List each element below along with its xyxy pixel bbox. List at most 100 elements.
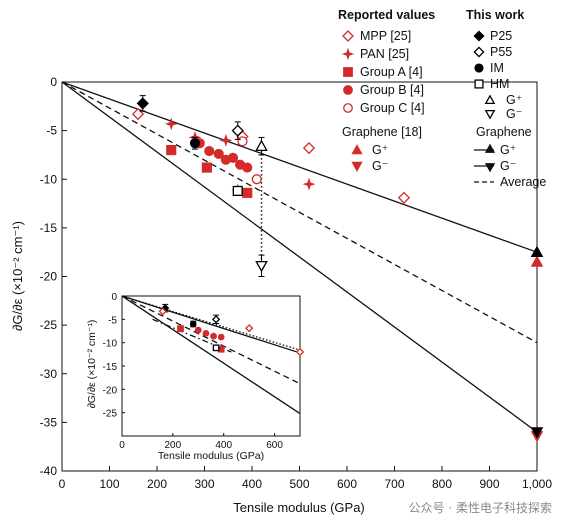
legend-label-graphene-ref-gminus: G⁻ bbox=[372, 159, 388, 173]
inset-frame bbox=[121, 295, 301, 437]
point-group-b-4 bbox=[227, 152, 239, 163]
inset-x-tick-label: 0 bbox=[119, 440, 125, 451]
legend-symbol-pan-25 bbox=[341, 47, 355, 61]
point-group-a-4 bbox=[201, 162, 212, 173]
legend-symbol-graphene-ref-gplus bbox=[351, 144, 363, 155]
inset-axis-ticks: 0 200 400 600 0 -5 -10 -15 -20 -25 bbox=[103, 292, 284, 451]
inset-y-tick-label: -25 bbox=[103, 409, 118, 420]
point-group-a-4 bbox=[242, 187, 253, 198]
point-g-this-work bbox=[255, 260, 268, 273]
y-tick-label: -30 bbox=[40, 367, 58, 381]
legend-this-work-title: This work bbox=[466, 8, 524, 22]
inset-y-tick-label: -5 bbox=[108, 315, 117, 326]
point-p55 bbox=[231, 124, 244, 137]
legend-symbol-this-gplus bbox=[484, 94, 496, 105]
y-tick-label: 0 bbox=[50, 75, 57, 89]
inset-fit-line-g bbox=[121, 295, 301, 354]
legend-label-this-gplus: G⁺ bbox=[506, 93, 522, 107]
legend-symbol-graphene-ref-gminus bbox=[351, 161, 363, 172]
legend-label-p25: P25 bbox=[490, 29, 512, 43]
y-axis-title: ∂G/∂ε (×10⁻² cm⁻¹) bbox=[10, 221, 25, 331]
data-marks bbox=[131, 95, 544, 443]
inset-y-axis-title: ∂G/∂ε (×10⁻² cm⁻¹) bbox=[86, 320, 98, 409]
inset-x-tick-label: 200 bbox=[165, 440, 182, 451]
y-tick-label: -40 bbox=[40, 464, 58, 478]
inset-point-group-b bbox=[194, 326, 202, 334]
point-mpp-25 bbox=[397, 191, 411, 204]
legend-label-group-c: Group C [4] bbox=[360, 101, 425, 115]
legend-symbol-im bbox=[474, 63, 484, 73]
point-group-c-4 bbox=[251, 174, 262, 185]
point-group-b-4 bbox=[242, 162, 253, 173]
y-tick-label: -25 bbox=[40, 318, 58, 332]
inset-y-tick-label: -10 bbox=[103, 339, 118, 350]
inset-point-p55 bbox=[211, 315, 221, 324]
legend-symbol-p25 bbox=[473, 30, 485, 42]
inset-y-tick-label: 0 bbox=[111, 292, 117, 303]
fit-line-g bbox=[61, 81, 538, 253]
legend-symbol-mpp-25 bbox=[342, 30, 354, 42]
inset-data-marks bbox=[158, 303, 305, 357]
point-mpp-25 bbox=[131, 107, 145, 121]
y-tick-label: -20 bbox=[40, 270, 58, 284]
watermark: 公众号 · 柔性电子科技探索 bbox=[409, 501, 552, 515]
point-group-b-4 bbox=[213, 148, 224, 160]
y-tick-label: -35 bbox=[40, 415, 58, 429]
legend-label-group-b: Group B [4] bbox=[360, 83, 424, 97]
point-group-b-4 bbox=[204, 145, 215, 157]
legend-symbol-hm bbox=[474, 79, 484, 89]
point-p25 bbox=[136, 97, 149, 110]
legend-label-group-a: Group A [4] bbox=[360, 65, 423, 79]
legend: Reported values This work Graphene [18] … bbox=[338, 8, 546, 189]
legend-label-hm: HM bbox=[490, 77, 509, 91]
legend-label-average: Average bbox=[500, 175, 546, 189]
legend-symbol-graphene-gminus bbox=[484, 163, 496, 173]
point-pan-25 bbox=[219, 133, 233, 147]
legend-graphene-ref-title: Graphene [18] bbox=[342, 125, 422, 139]
point-group-c-4 bbox=[237, 136, 248, 147]
fit-line-average bbox=[61, 81, 538, 344]
inset-point-mpp bbox=[245, 324, 254, 333]
inset-y-tick-label: -15 bbox=[103, 362, 118, 373]
inset-chart: 0 200 400 600 0 -5 -10 -15 -20 -25 Tensile modulu… bbox=[86, 292, 305, 462]
point-group-a-4 bbox=[166, 145, 177, 156]
inset-fit-line-fit-1 bbox=[121, 295, 301, 351]
legend-label-graphene-gplus: G⁺ bbox=[500, 143, 516, 157]
x-tick-label: 600 bbox=[337, 477, 357, 491]
legend-label-p55: P55 bbox=[490, 45, 512, 59]
fit-lines bbox=[61, 81, 538, 433]
inset-fit-lines bbox=[121, 295, 301, 415]
legend-symbol-group-b-4 bbox=[343, 85, 353, 95]
inset-point-hm bbox=[212, 344, 220, 352]
inset-fit-line-g bbox=[121, 295, 301, 415]
legend-label-graphene-ref-gplus: G⁺ bbox=[372, 143, 388, 157]
x-tick-label: 900 bbox=[479, 477, 499, 491]
legend-label-pan: PAN [25] bbox=[360, 47, 409, 61]
point-im bbox=[189, 138, 201, 149]
point-pan-25 bbox=[302, 177, 316, 191]
legend-symbol-this-gminus bbox=[484, 109, 496, 120]
legend-reported-title: Reported values bbox=[338, 8, 435, 22]
legend-label-this-gminus: G⁻ bbox=[506, 107, 522, 121]
inset-x-tick-label: 400 bbox=[215, 440, 232, 451]
point-g-this-work bbox=[255, 139, 268, 151]
legend-symbol-p55 bbox=[473, 46, 485, 58]
axis-ticks: 0 100 200 300 400 500 600 700 800 900 1,000 0 -5 -10 -… bbox=[40, 75, 553, 491]
legend-graphene-this-title: Graphene bbox=[476, 125, 532, 139]
inset-point-im bbox=[189, 320, 197, 328]
inset-point-mpp bbox=[158, 307, 167, 316]
x-tick-label: 200 bbox=[147, 477, 167, 491]
x-tick-label: 400 bbox=[242, 477, 262, 491]
point-pan-25 bbox=[164, 117, 178, 131]
point-graphene-g bbox=[530, 427, 544, 439]
x-tick-label: 0 bbox=[59, 477, 66, 491]
x-tick-label: 700 bbox=[384, 477, 404, 491]
x-tick-label: 800 bbox=[432, 477, 452, 491]
inset-x-axis-title: Tensile modulus (GPa) bbox=[158, 450, 264, 462]
inset-fit-line-average bbox=[121, 295, 301, 385]
legend-label-im: IM bbox=[490, 61, 504, 75]
y-tick-label: -10 bbox=[40, 172, 58, 186]
x-tick-label: 1,000 bbox=[522, 477, 552, 491]
y-tick-label: -15 bbox=[40, 221, 58, 235]
